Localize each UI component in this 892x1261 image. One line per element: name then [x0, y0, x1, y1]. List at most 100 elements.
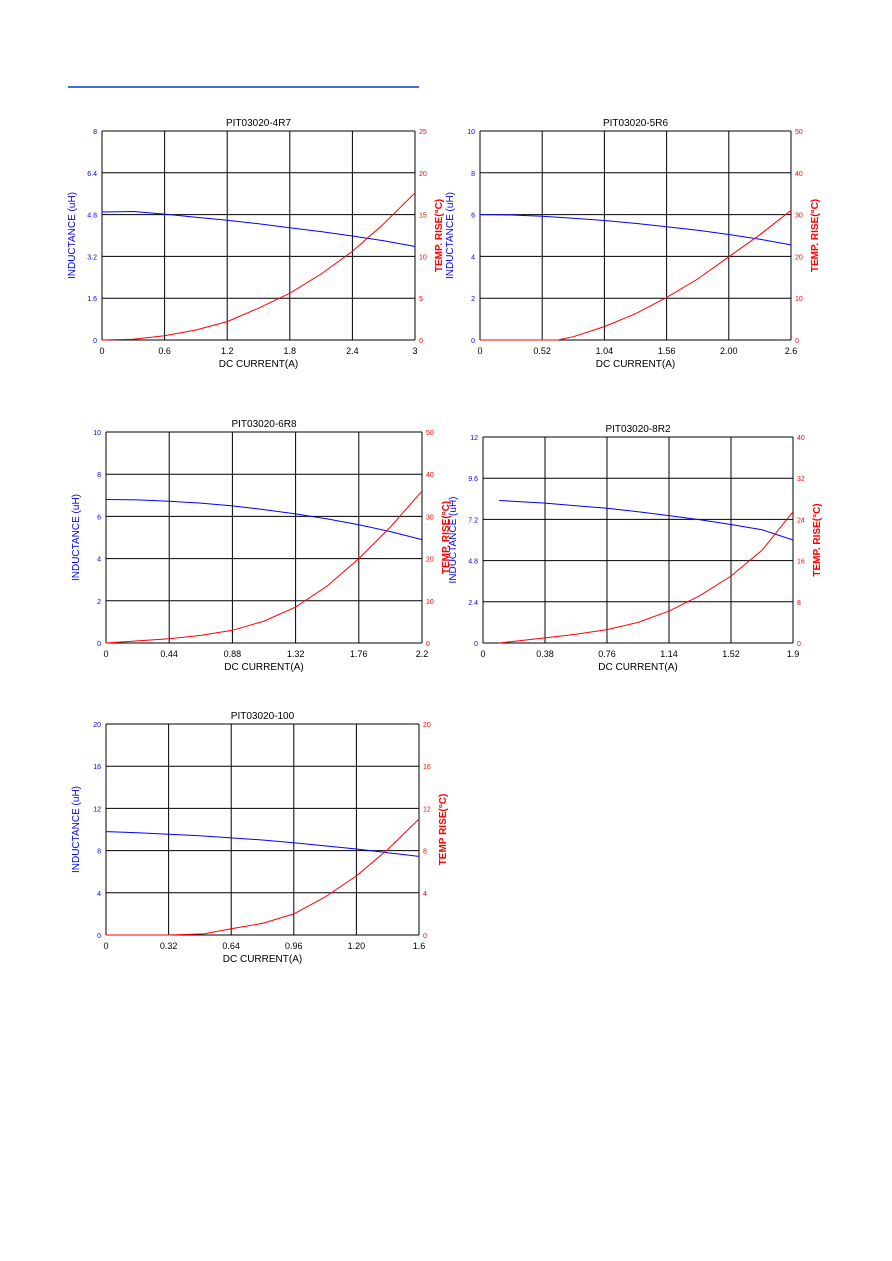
- y-right-tick-label: 50: [795, 129, 803, 136]
- y-left-axis-label: INDUCTANCE (uH): [445, 192, 456, 279]
- y-left-tick-label: 4.8: [87, 213, 97, 220]
- y-left-axis-label: INDUCTANCE (uH): [67, 192, 78, 279]
- y-left-tick-label: 6: [471, 213, 475, 220]
- inductance-curve: [479, 214, 792, 246]
- x-tick-label: 1.76: [350, 649, 368, 659]
- x-tick-label: 0.38: [536, 649, 554, 659]
- y-right-tick-label: 8: [797, 600, 801, 607]
- y-left-tick-label: 10: [467, 129, 475, 136]
- x-axis-label: DC CURRENT(A): [223, 954, 302, 965]
- y-right-tick-label: 0: [426, 641, 430, 648]
- y-right-tick-label: 0: [423, 933, 427, 940]
- y-left-tick-label: 4.8: [468, 559, 478, 566]
- x-tick-label: 1.2: [221, 346, 234, 356]
- x-tick-label: 0: [480, 649, 485, 659]
- x-tick-label: 0.96: [285, 941, 303, 951]
- x-tick-label: 0: [99, 346, 104, 356]
- y-right-tick-label: 30: [795, 213, 803, 220]
- x-tick-label: 1.32: [287, 649, 305, 659]
- y-right-tick-label: 12: [423, 806, 431, 813]
- y-left-tick-label: 6: [97, 514, 101, 521]
- y-right-axis-label: TEMP. RISE(°C): [441, 501, 452, 574]
- temp-rise-curve: [105, 490, 423, 644]
- x-axis-label: DC CURRENT(A): [596, 359, 675, 370]
- y-left-tick-label: 8: [97, 849, 101, 856]
- x-tick-label: 0.64: [222, 941, 240, 951]
- y-right-axis-label: TEMP RISE(°C): [438, 794, 449, 866]
- y-left-tick-label: 0: [97, 641, 101, 648]
- y-left-axis-label: INDUCTANCE (uH): [71, 786, 82, 873]
- y-right-tick-label: 5: [419, 296, 423, 303]
- chart-title: PIT03020-5R6: [603, 118, 668, 129]
- x-tick-label: 1.04: [596, 346, 614, 356]
- y-left-tick-label: 4: [471, 254, 475, 261]
- y-left-tick-label: 1.6: [87, 296, 97, 303]
- y-right-tick-label: 40: [426, 472, 434, 479]
- inductance-curve: [105, 831, 420, 857]
- chart-title: PIT03020-6R8: [231, 419, 296, 430]
- y-right-tick-label: 30: [426, 514, 434, 521]
- temp-rise-curve: [480, 210, 792, 341]
- x-tick-label: 0.44: [160, 649, 178, 659]
- x-axis-label: DC CURRENT(A): [219, 359, 298, 370]
- y-right-tick-label: 16: [797, 559, 805, 566]
- y-right-tick-label: 40: [797, 435, 805, 442]
- y-left-tick-label: 10: [93, 430, 101, 437]
- y-right-tick-label: 50: [426, 430, 434, 437]
- y-left-tick-label: 0: [93, 338, 97, 345]
- y-right-tick-label: 20: [423, 722, 431, 729]
- y-right-axis-label: TEMP. RISE(°C): [810, 199, 821, 272]
- temp-rise-curve: [499, 511, 794, 644]
- y-left-tick-label: 12: [470, 435, 478, 442]
- x-tick-label: 1.9: [787, 649, 800, 659]
- x-tick-label: 2.6: [785, 346, 798, 356]
- x-tick-label: 2.2: [416, 649, 429, 659]
- y-left-tick-label: 2: [97, 599, 101, 606]
- y-right-tick-label: 40: [795, 171, 803, 178]
- y-right-tick-label: 4: [423, 891, 427, 898]
- chart-title: PIT03020-100: [231, 711, 295, 722]
- x-tick-label: 0: [103, 941, 108, 951]
- y-right-tick-label: 32: [797, 476, 805, 483]
- inductance-curve: [105, 499, 423, 541]
- y-right-tick-label: 10: [795, 296, 803, 303]
- y-right-tick-label: 0: [797, 641, 801, 648]
- y-right-tick-label: 25: [419, 129, 427, 136]
- y-left-tick-label: 8: [471, 171, 475, 178]
- y-right-tick-label: 15: [419, 213, 427, 220]
- y-left-tick-label: 0: [474, 641, 478, 648]
- y-left-axis-label: INDUCTANCE (uH): [71, 494, 82, 581]
- temp-rise-curve: [106, 818, 420, 936]
- y-left-tick-label: 12: [93, 806, 101, 813]
- y-left-tick-label: 8: [93, 129, 97, 136]
- x-tick-label: 0.32: [160, 941, 178, 951]
- x-tick-label: 1.56: [658, 346, 676, 356]
- x-tick-label: 2.4: [346, 346, 359, 356]
- x-axis-label: DC CURRENT(A): [224, 662, 303, 673]
- chart-title: PIT03020-4R7: [226, 118, 291, 129]
- x-tick-label: 2.00: [720, 346, 738, 356]
- y-right-tick-label: 0: [419, 338, 423, 345]
- x-tick-label: 0: [103, 649, 108, 659]
- y-left-tick-label: 0: [471, 338, 475, 345]
- y-left-tick-label: 2: [471, 296, 475, 303]
- x-tick-label: 0.6: [158, 346, 171, 356]
- x-tick-label: 0.52: [533, 346, 551, 356]
- y-right-axis-label: TEMP. RISE(°C): [812, 503, 823, 576]
- x-tick-label: 0.76: [598, 649, 616, 659]
- y-right-tick-label: 8: [423, 849, 427, 856]
- y-left-axis-label: INDUCTANCE (uH): [448, 496, 459, 583]
- inductance-curve: [101, 210, 416, 247]
- y-left-tick-label: 4: [97, 891, 101, 898]
- y-right-tick-label: 16: [423, 764, 431, 771]
- y-left-tick-label: 16: [93, 764, 101, 771]
- y-right-tick-label: 0: [795, 338, 799, 345]
- x-tick-label: 1.6: [413, 941, 426, 951]
- y-right-tick-label: 10: [426, 599, 434, 606]
- x-tick-label: 0.88: [224, 649, 242, 659]
- header-rule: [68, 86, 419, 88]
